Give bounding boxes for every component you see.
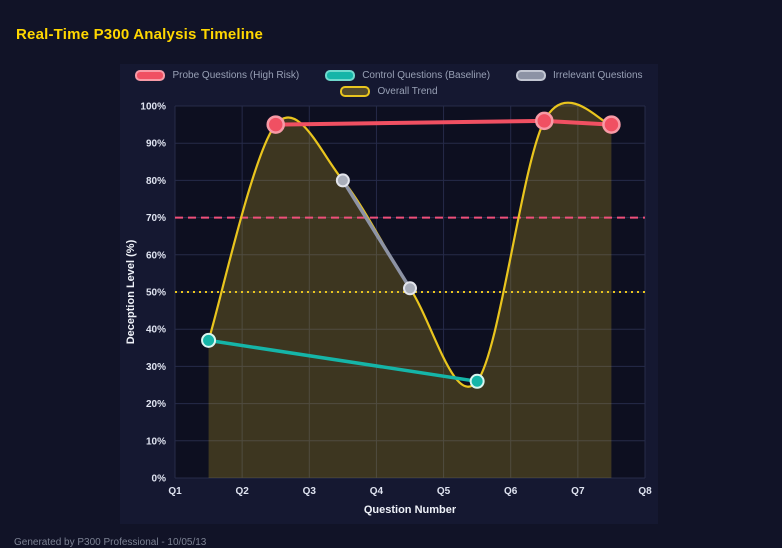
x-tick-label: Q3 bbox=[303, 486, 317, 497]
legend-swatch-trend bbox=[340, 86, 371, 97]
data-point-control bbox=[201, 332, 217, 348]
y-tick-label: 90% bbox=[146, 139, 166, 150]
legend-row-2: Overall Trend bbox=[120, 86, 658, 97]
y-tick-label: 20% bbox=[146, 399, 166, 410]
data-point-irrelevant bbox=[403, 281, 417, 296]
page-title: Real-Time P300 Analysis Timeline bbox=[16, 26, 264, 43]
legend-label-control: Control Questions (Baseline) bbox=[362, 70, 491, 81]
legend-item-irrelevant[interactable]: Irrelevant Questions bbox=[516, 70, 643, 81]
y-axis-title: Deception Level (%) bbox=[125, 239, 137, 344]
legend-swatch-irrelevant bbox=[516, 70, 547, 81]
x-tick-label: Q2 bbox=[235, 486, 249, 497]
y-tick-label: 100% bbox=[140, 102, 166, 113]
series-line-control bbox=[206, 338, 479, 384]
y-tick-label: 40% bbox=[146, 325, 166, 336]
legend-item-trend[interactable]: Overall Trend bbox=[340, 86, 438, 97]
y-tick-label: 80% bbox=[146, 176, 166, 187]
chart-panel: Probe Questions (High Risk) Control Ques… bbox=[120, 64, 658, 524]
legend-label-trend: Overall Trend bbox=[377, 86, 438, 97]
data-point-probe bbox=[535, 111, 554, 131]
y-tick-label: 10% bbox=[146, 436, 166, 447]
x-tick-label: Q7 bbox=[571, 486, 585, 497]
y-tick-label: 50% bbox=[146, 288, 166, 299]
x-tick-label: Q1 bbox=[168, 486, 182, 497]
legend-label-probe: Probe Questions (High Risk) bbox=[172, 70, 300, 81]
x-tick-label: Q4 bbox=[370, 486, 384, 497]
y-tick-label: 0% bbox=[152, 474, 167, 485]
y-tick-label: 60% bbox=[146, 250, 166, 261]
y-tick-label: 30% bbox=[146, 362, 166, 373]
footer-note: Generated by P300 Professional - 10/05/1… bbox=[14, 537, 207, 548]
x-axis-title: Question Number bbox=[364, 504, 457, 516]
x-tick-label: Q8 bbox=[638, 486, 652, 497]
legend-row-1: Probe Questions (High Risk) Control Ques… bbox=[120, 70, 658, 81]
legend-swatch-probe bbox=[135, 70, 166, 81]
legend-swatch-control bbox=[325, 70, 356, 81]
data-point-control bbox=[469, 373, 485, 389]
legend-label-irrelevant: Irrelevant Questions bbox=[553, 70, 643, 81]
legend-item-control[interactable]: Control Questions (Baseline) bbox=[325, 70, 490, 81]
timeline-chart: 0% 10% 20% 30% 40% 50% 60% 70% 80% 90% 100% Q1 Q2 Q3 Q… bbox=[125, 102, 652, 517]
x-tick-label: Q6 bbox=[504, 486, 518, 497]
legend-item-probe[interactable]: Probe Questions (High Risk) bbox=[135, 70, 299, 81]
data-point-probe bbox=[266, 115, 285, 134]
series-line-irrelevant bbox=[341, 178, 412, 291]
x-tick-label: Q5 bbox=[437, 486, 451, 497]
y-tick-label: 70% bbox=[146, 213, 166, 224]
chart-legend: Probe Questions (High Risk) Control Ques… bbox=[120, 70, 658, 102]
data-point-probe bbox=[602, 115, 621, 134]
data-point-irrelevant bbox=[335, 173, 350, 188]
